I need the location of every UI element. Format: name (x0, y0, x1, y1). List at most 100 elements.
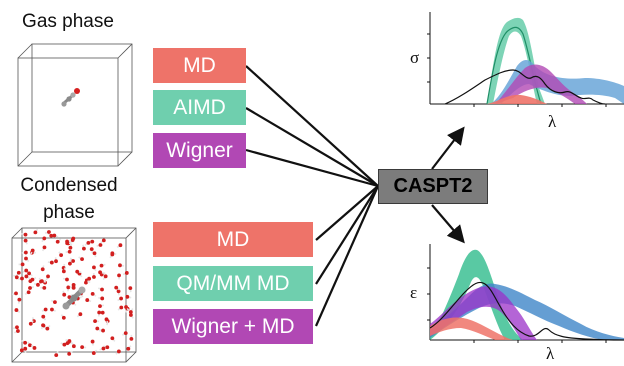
water-molecule (67, 293, 73, 299)
water-molecule (116, 289, 121, 296)
water-molecule (98, 304, 105, 309)
water-molecule (45, 324, 51, 331)
water-molecule (126, 345, 132, 351)
water-molecule (40, 323, 45, 330)
water-molecule (102, 274, 108, 281)
water-molecule (60, 314, 66, 320)
water-molecule (30, 277, 37, 282)
water-molecule (33, 228, 39, 235)
water-molecule (21, 339, 28, 345)
water-molecule (44, 230, 51, 234)
water-molecule (69, 285, 76, 290)
water-molecule (99, 263, 106, 268)
water-molecule (69, 238, 75, 244)
condensed-phase-label-line1: Condensed (20, 175, 118, 196)
solvated-molecule-icon (62, 286, 86, 310)
caspt2-box: CASPT2 (378, 169, 488, 204)
top-wigner-band (495, 64, 587, 104)
water-molecule (80, 345, 87, 350)
water-molecule (96, 243, 103, 247)
water-molecule (41, 245, 47, 252)
water-molecule (90, 292, 97, 297)
water-molecule (115, 349, 121, 355)
water-molecule (110, 336, 116, 342)
water-molecule (69, 257, 75, 263)
gas-method-md-box: MD (153, 48, 246, 83)
water-molecule (12, 274, 19, 280)
water-molecule (40, 265, 45, 272)
water-molecule (17, 276, 24, 281)
water-molecule (54, 351, 59, 358)
water-molecule (97, 287, 104, 292)
water-molecule (28, 286, 35, 290)
water-molecule (68, 243, 73, 250)
water-molecule (31, 344, 37, 350)
water-molecule (40, 285, 47, 290)
water-molecule (98, 296, 105, 301)
water-molecule (118, 263, 125, 268)
water-molecule (93, 319, 100, 324)
water-molecule (89, 247, 94, 254)
water-molecule (92, 272, 96, 279)
water-molecule (65, 239, 72, 244)
water-molecule (125, 294, 132, 299)
water-molecule (21, 250, 28, 255)
gas-method-aimd-box: AIMD (153, 90, 246, 125)
water-molecule (117, 296, 124, 302)
water-molecule (128, 313, 134, 319)
water-molecule (128, 308, 134, 314)
water-molecule (45, 274, 50, 281)
water-molecule (11, 291, 18, 296)
water-molecule (60, 342, 67, 347)
water-molecule (128, 286, 133, 293)
water-molecule (52, 233, 59, 238)
water-molecule (24, 274, 31, 280)
top-plot-ylabel: σ (410, 48, 420, 67)
water-molecule (95, 326, 102, 332)
water-molecule (61, 267, 67, 274)
water-molecule (50, 307, 56, 312)
water-molecule (24, 256, 30, 263)
water-molecule (117, 305, 124, 311)
water-molecule (55, 238, 62, 244)
bottom-reference-line (429, 281, 624, 341)
water-molecule (12, 325, 19, 330)
bottom-plot-ylabel: ε (410, 283, 418, 302)
water-molecule (47, 260, 54, 265)
top-reference-line (444, 69, 606, 105)
condensed-phase-box (11, 227, 137, 363)
water-molecule (62, 290, 67, 297)
water-molecule (41, 307, 48, 312)
water-molecule (22, 268, 29, 273)
water-molecule (91, 349, 98, 355)
water-molecule (23, 238, 28, 245)
water-molecule (14, 308, 21, 314)
water-molecule (30, 248, 35, 255)
water-molecule (122, 271, 129, 276)
water-molecule (98, 270, 105, 275)
bottom-spectrum-plot (427, 244, 624, 343)
water-molecule (24, 290, 31, 295)
water-molecule (92, 265, 97, 272)
condensed-phase-label-line2: phase (43, 202, 95, 223)
water-molecule (124, 305, 130, 311)
water-molecule (103, 345, 110, 350)
water-molecule (54, 257, 58, 264)
water-molecule (129, 334, 134, 341)
water-molecule (67, 350, 73, 356)
water-molecule (62, 277, 69, 282)
water-molecule (50, 299, 57, 305)
bottom-plot-xlabel: λ (546, 344, 555, 363)
water-molecule (39, 279, 46, 284)
water-molecule (28, 320, 34, 326)
water-molecule (100, 238, 106, 244)
water-molecule (114, 285, 121, 291)
gas-phase-label: Gas phase (22, 11, 114, 32)
top-spectrum-plot (427, 12, 624, 107)
gas-method-wigner-box: Wigner (153, 133, 246, 168)
gas-phase-box (17, 43, 133, 167)
water-molecule (17, 297, 22, 304)
water-molecule (92, 251, 97, 258)
